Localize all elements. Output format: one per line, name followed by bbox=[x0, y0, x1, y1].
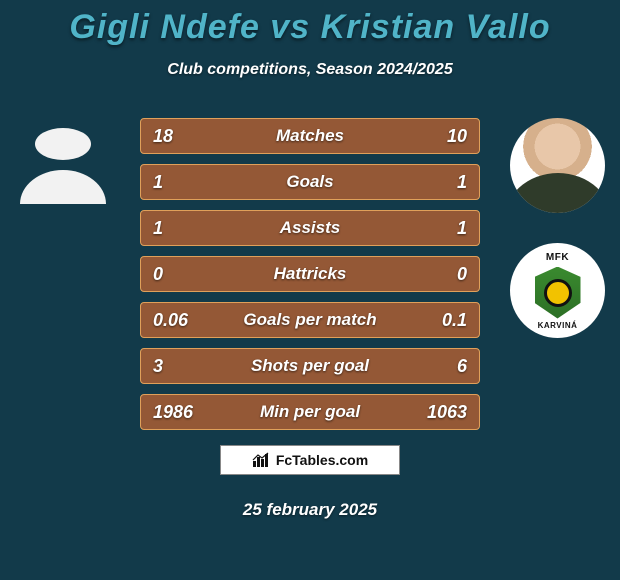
stat-right-value: 1 bbox=[427, 172, 467, 193]
stat-row: 1986Min per goal1063 bbox=[140, 394, 480, 430]
stat-row: 1Assists1 bbox=[140, 210, 480, 246]
stat-row: 3Shots per goal6 bbox=[140, 348, 480, 384]
stat-label: Matches bbox=[193, 126, 427, 146]
stat-left-value: 1 bbox=[153, 172, 193, 193]
player-right-club-badge: MFK KARVINÁ bbox=[510, 243, 605, 338]
player-right-avatar bbox=[510, 118, 605, 213]
stat-right-value: 1063 bbox=[427, 402, 467, 423]
stat-left-value: 0 bbox=[153, 264, 193, 285]
club-shield-icon bbox=[535, 267, 581, 319]
page-title: Gigli Ndefe vs Kristian Vallo bbox=[0, 0, 620, 47]
stat-label: Goals per match bbox=[193, 310, 427, 330]
page-subtitle: Club competitions, Season 2024/2025 bbox=[0, 61, 620, 79]
player-left-avatar bbox=[15, 118, 110, 213]
stat-right-value: 6 bbox=[427, 356, 467, 377]
player-right-column: MFK KARVINÁ bbox=[505, 118, 610, 338]
stat-left-value: 1986 bbox=[153, 402, 193, 423]
stat-row: 0.06Goals per match0.1 bbox=[140, 302, 480, 338]
stat-right-value: 0 bbox=[427, 264, 467, 285]
stat-left-value: 1 bbox=[153, 218, 193, 239]
brand-box: FcTables.com bbox=[220, 445, 400, 475]
stat-right-value: 1 bbox=[427, 218, 467, 239]
stat-label: Assists bbox=[193, 218, 427, 238]
stat-label: Goals bbox=[193, 172, 427, 192]
club-text-top: MFK bbox=[535, 252, 581, 263]
club-text-bottom: KARVINÁ bbox=[535, 321, 581, 330]
comparison-card: Gigli Ndefe vs Kristian Vallo Club compe… bbox=[0, 0, 620, 580]
generated-date: 25 february 2025 bbox=[243, 500, 377, 520]
player-left-column bbox=[10, 118, 115, 213]
stat-left-value: 0.06 bbox=[153, 310, 193, 331]
stat-label: Shots per goal bbox=[193, 356, 427, 376]
stat-row: 1Goals1 bbox=[140, 164, 480, 200]
stat-left-value: 3 bbox=[153, 356, 193, 377]
stat-row: 18Matches10 bbox=[140, 118, 480, 154]
stat-right-value: 10 bbox=[427, 126, 467, 147]
stats-rows: 18Matches101Goals11Assists10Hattricks00.… bbox=[140, 118, 480, 440]
brand-bars-icon bbox=[252, 452, 270, 468]
stat-label: Hattricks bbox=[193, 264, 427, 284]
stat-right-value: 0.1 bbox=[427, 310, 467, 331]
stat-left-value: 18 bbox=[153, 126, 193, 147]
stat-label: Min per goal bbox=[193, 402, 427, 422]
brand-text: FcTables.com bbox=[276, 452, 368, 468]
stat-row: 0Hattricks0 bbox=[140, 256, 480, 292]
